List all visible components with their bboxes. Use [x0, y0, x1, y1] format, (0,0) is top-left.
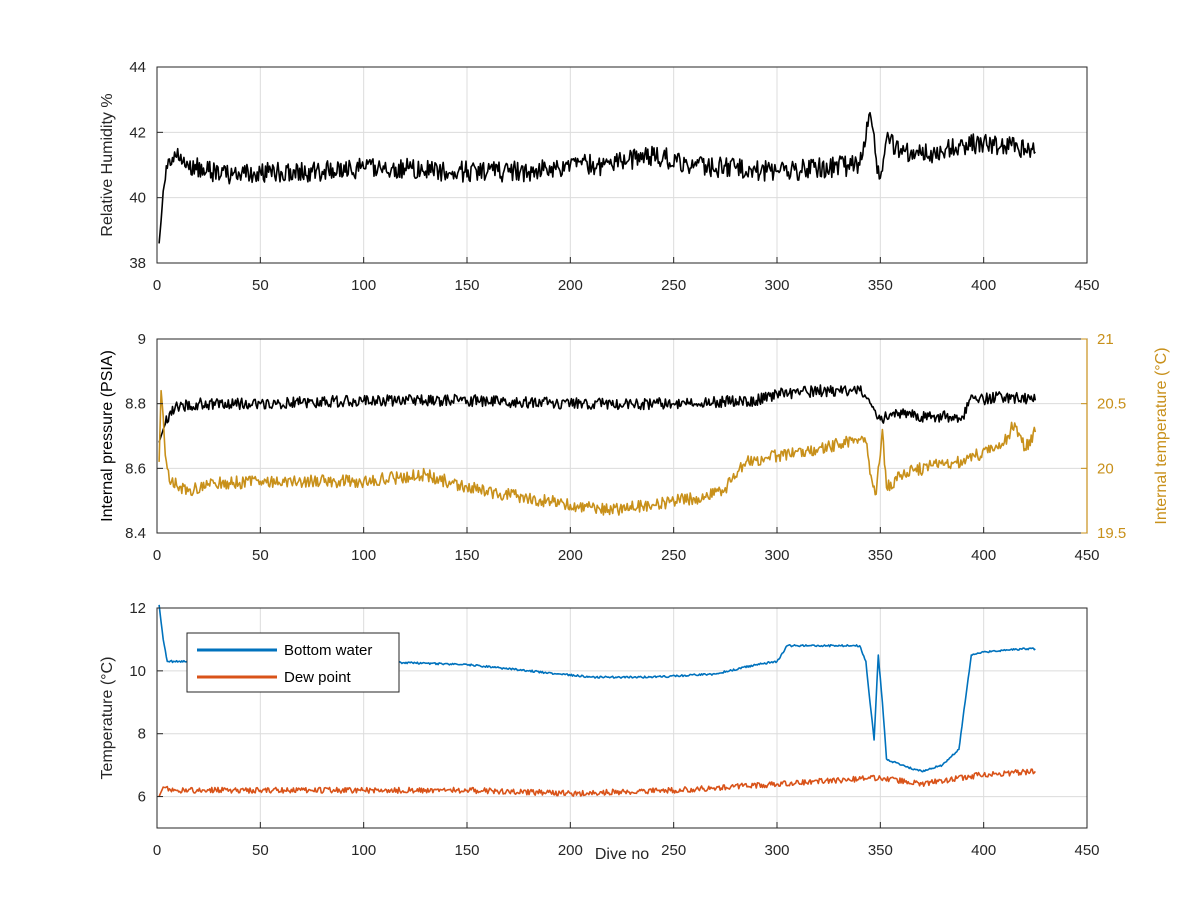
- x-tick-label: 150: [454, 277, 479, 294]
- legend: Bottom water Dew point: [186, 632, 400, 693]
- y-right-axis-label: Internal temperature (°C): [1153, 347, 1170, 524]
- legend-label-bottom-water: Bottom water: [284, 642, 372, 659]
- axes-box: [156, 66, 1088, 264]
- y-axis-label: Internal pressure (PSIA): [99, 350, 116, 522]
- y-axis-label: Temperature (°C): [99, 657, 116, 780]
- y-right-tick-label: 20.5: [1097, 396, 1126, 413]
- y-tick-label: 42: [129, 124, 146, 141]
- x-tick-label: 200: [558, 842, 583, 859]
- x-tick-label: 250: [661, 547, 686, 564]
- y-right-tick-label: 19.5: [1097, 525, 1126, 542]
- x-tick-label: 50: [252, 547, 269, 564]
- x-tick-label: 150: [454, 842, 479, 859]
- x-axis-label: Dive no: [595, 846, 649, 863]
- x-tick-label: 50: [252, 842, 269, 859]
- plot-area: [157, 339, 1087, 533]
- x-tick-label: 450: [1074, 277, 1099, 294]
- x-tick-label: 300: [764, 842, 789, 859]
- y-right-tick-label: 21: [1097, 331, 1114, 348]
- series-line-dew-point: [158, 768, 1036, 797]
- y-right-tick-label: 20: [1097, 460, 1114, 477]
- legend-label-dew-point: Dew point: [284, 669, 352, 686]
- y-tick-label: 38: [129, 255, 146, 272]
- y-tick-label: 8: [138, 726, 146, 743]
- x-tick-label: 200: [558, 547, 583, 564]
- x-tick-label: 0: [153, 277, 161, 294]
- panel-humidity: 0 50 100 150 200 250 300 350 400 450 38 40 42 44 Relat…: [99, 59, 1100, 294]
- legend-box: [186, 632, 400, 693]
- y-tick-label: 9: [138, 331, 146, 348]
- x-tick-label: 450: [1074, 842, 1099, 859]
- series-line-humidity-0: [158, 111, 1036, 244]
- y-tick-label: 8.4: [125, 525, 146, 542]
- y-tick-label: 8.8: [125, 396, 146, 413]
- y-tick-label: 40: [129, 190, 146, 207]
- x-tick-label: 100: [351, 842, 376, 859]
- x-tick-label: 0: [153, 547, 161, 564]
- x-tick-label: 400: [971, 547, 996, 564]
- x-tick-label: 0: [153, 842, 161, 859]
- series-line-pressure-temp-1: [158, 389, 1037, 516]
- x-tick-label: 100: [351, 277, 376, 294]
- x-tick-label: 50: [252, 277, 269, 294]
- y-tick-label: 6: [138, 789, 146, 806]
- x-tick-label: 250: [661, 842, 686, 859]
- x-tick-label: 150: [454, 547, 479, 564]
- axes-box: [156, 607, 1088, 829]
- y-tick-label: 10: [129, 663, 146, 680]
- y-tick-label: 12: [129, 600, 146, 617]
- x-tick-label: 400: [971, 277, 996, 294]
- x-tick-label: 400: [971, 842, 996, 859]
- x-tick-label: 450: [1074, 547, 1099, 564]
- series-line-pressure-temp-0: [158, 384, 1037, 443]
- y-axis-label: Relative Humidity %: [99, 93, 116, 236]
- y-tick-label: 8.6: [125, 460, 146, 477]
- panel-temperature: 0 50 100 150 200 250 300 350 400 450 6 8 10 12 Tempera…: [99, 600, 1100, 863]
- x-tick-label: 250: [661, 277, 686, 294]
- x-tick-label: 350: [868, 547, 893, 564]
- x-tick-label: 200: [558, 277, 583, 294]
- x-tick-label: 300: [764, 547, 789, 564]
- x-tick-label: 350: [868, 842, 893, 859]
- panel-pressure-temp: 0 50 100 150 200 250 300 350 400 450 8.4 8.6 8.8 9 19.…: [99, 331, 1170, 564]
- x-tick-label: 300: [764, 277, 789, 294]
- y-tick-label: 44: [129, 59, 146, 76]
- x-tick-label: 100: [351, 547, 376, 564]
- x-tick-label: 350: [868, 277, 893, 294]
